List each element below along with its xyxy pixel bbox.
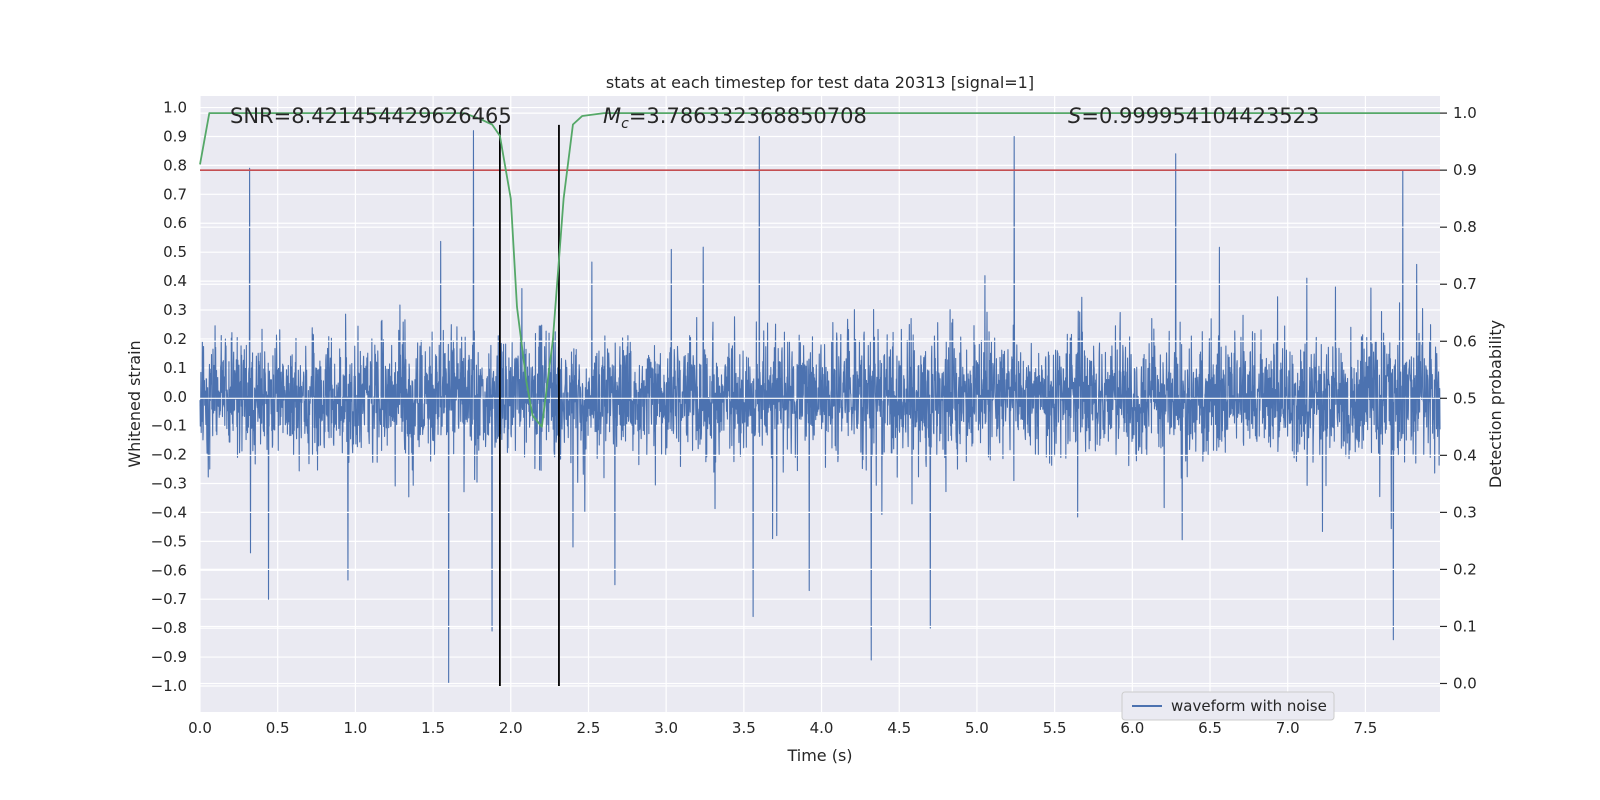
x-tick-label: 6.5 (1198, 719, 1222, 737)
mc-symbol: M (603, 104, 621, 128)
x-tick-label: 0.5 (266, 719, 290, 737)
x-tick-label: 6.0 (1120, 719, 1144, 737)
y-left-tick-label: −0.3 (151, 475, 187, 493)
x-tick-label: 1.0 (343, 719, 367, 737)
y-left-tick-label: 0.0 (163, 388, 187, 406)
y-left-tick-label: 0.8 (163, 156, 187, 174)
y-axis-label-right: Detection probability (1486, 320, 1505, 488)
y-left-tick-label: 0.3 (163, 301, 187, 319)
x-tick-label: 7.0 (1276, 719, 1300, 737)
s-value: =0.999954104423523 (1081, 104, 1319, 128)
x-tick-label: 5.0 (965, 719, 989, 737)
chart-title: stats at each timestep for test data 203… (606, 73, 1034, 92)
y-right-tick-label: 0.1 (1453, 617, 1477, 635)
y-right-tick-label: 0.9 (1453, 161, 1477, 179)
y-right-tick-label: 0.5 (1453, 389, 1477, 407)
axis-ticks: 0.0 0.5 1.0 1.5 2.0 2.5 3.0 3.5 4.0 4.5 5.0 5.5 6.0 6… (151, 99, 1477, 737)
y-left-tick-label: 0.4 (163, 272, 187, 290)
y-left-tick-label: 0.5 (163, 243, 187, 261)
legend-label: waveform with noise (1171, 697, 1327, 715)
y-left-tick-label: 0.2 (163, 330, 187, 348)
y-left-tick-label: −0.5 (151, 532, 187, 550)
statistic-annotation: S=0.999954104423523 (1068, 104, 1319, 128)
snr-annotation: SNR=8.421454429626465 (230, 104, 512, 128)
x-tick-label: 4.5 (887, 719, 911, 737)
y-left-tick-label: 0.9 (163, 127, 187, 145)
y-left-tick-label: −0.6 (151, 561, 187, 579)
x-tick-label: 0.0 (188, 719, 212, 737)
y-left-tick-label: −0.1 (151, 417, 187, 435)
y-left-tick-label: −0.9 (151, 648, 187, 666)
x-tick-label: 2.0 (499, 719, 523, 737)
y-left-tick-label: 0.1 (163, 359, 187, 377)
legend-box (1121, 691, 1335, 721)
mc-subscript: c (621, 116, 629, 132)
x-tick-label: 1.5 (421, 719, 445, 737)
y-left-tick-label: −0.7 (151, 590, 187, 608)
y-left-tick-label: 1.0 (163, 99, 187, 117)
y-left-tick-label: −1.0 (151, 677, 187, 695)
chirp-mass-annotation: Mc=3.786332368850708 (603, 104, 867, 132)
x-tick-label: 2.5 (577, 719, 601, 737)
x-tick-label: 7.5 (1353, 719, 1377, 737)
y-left-tick-label: 0.6 (163, 214, 187, 232)
y-right-tick-label: 0.3 (1453, 503, 1477, 521)
y-right-tick-label: 0.4 (1453, 446, 1477, 464)
overlay-lines (199, 112, 1440, 686)
x-tick-label: 4.0 (810, 719, 834, 737)
s-symbol: S (1068, 104, 1081, 128)
x-tick-label: 5.5 (1043, 719, 1067, 737)
mc-value: =3.786332368850708 (629, 104, 867, 128)
y-axis-label-left: Whitened strain (125, 340, 144, 467)
y-right-tick-label: 0.8 (1453, 218, 1477, 236)
y-left-tick-label: −0.8 (151, 619, 187, 637)
y-right-tick-label: 0.2 (1453, 560, 1477, 578)
y-right-tick-label: 0.0 (1453, 674, 1477, 692)
legend: waveform with noise (1121, 691, 1335, 721)
y-left-tick-label: −0.4 (151, 503, 187, 521)
y-right-tick-label: 0.7 (1453, 275, 1477, 293)
x-axis-label: Time (s) (786, 746, 852, 765)
y-left-tick-label: −0.2 (151, 446, 187, 464)
x-tick-label: 3.0 (654, 719, 678, 737)
y-right-tick-label: 1.0 (1453, 104, 1477, 122)
y-left-tick-label: 0.7 (163, 185, 187, 203)
x-tick-label: 3.5 (732, 719, 756, 737)
probability-line (199, 112, 1440, 428)
y-right-tick-label: 0.6 (1453, 332, 1477, 350)
